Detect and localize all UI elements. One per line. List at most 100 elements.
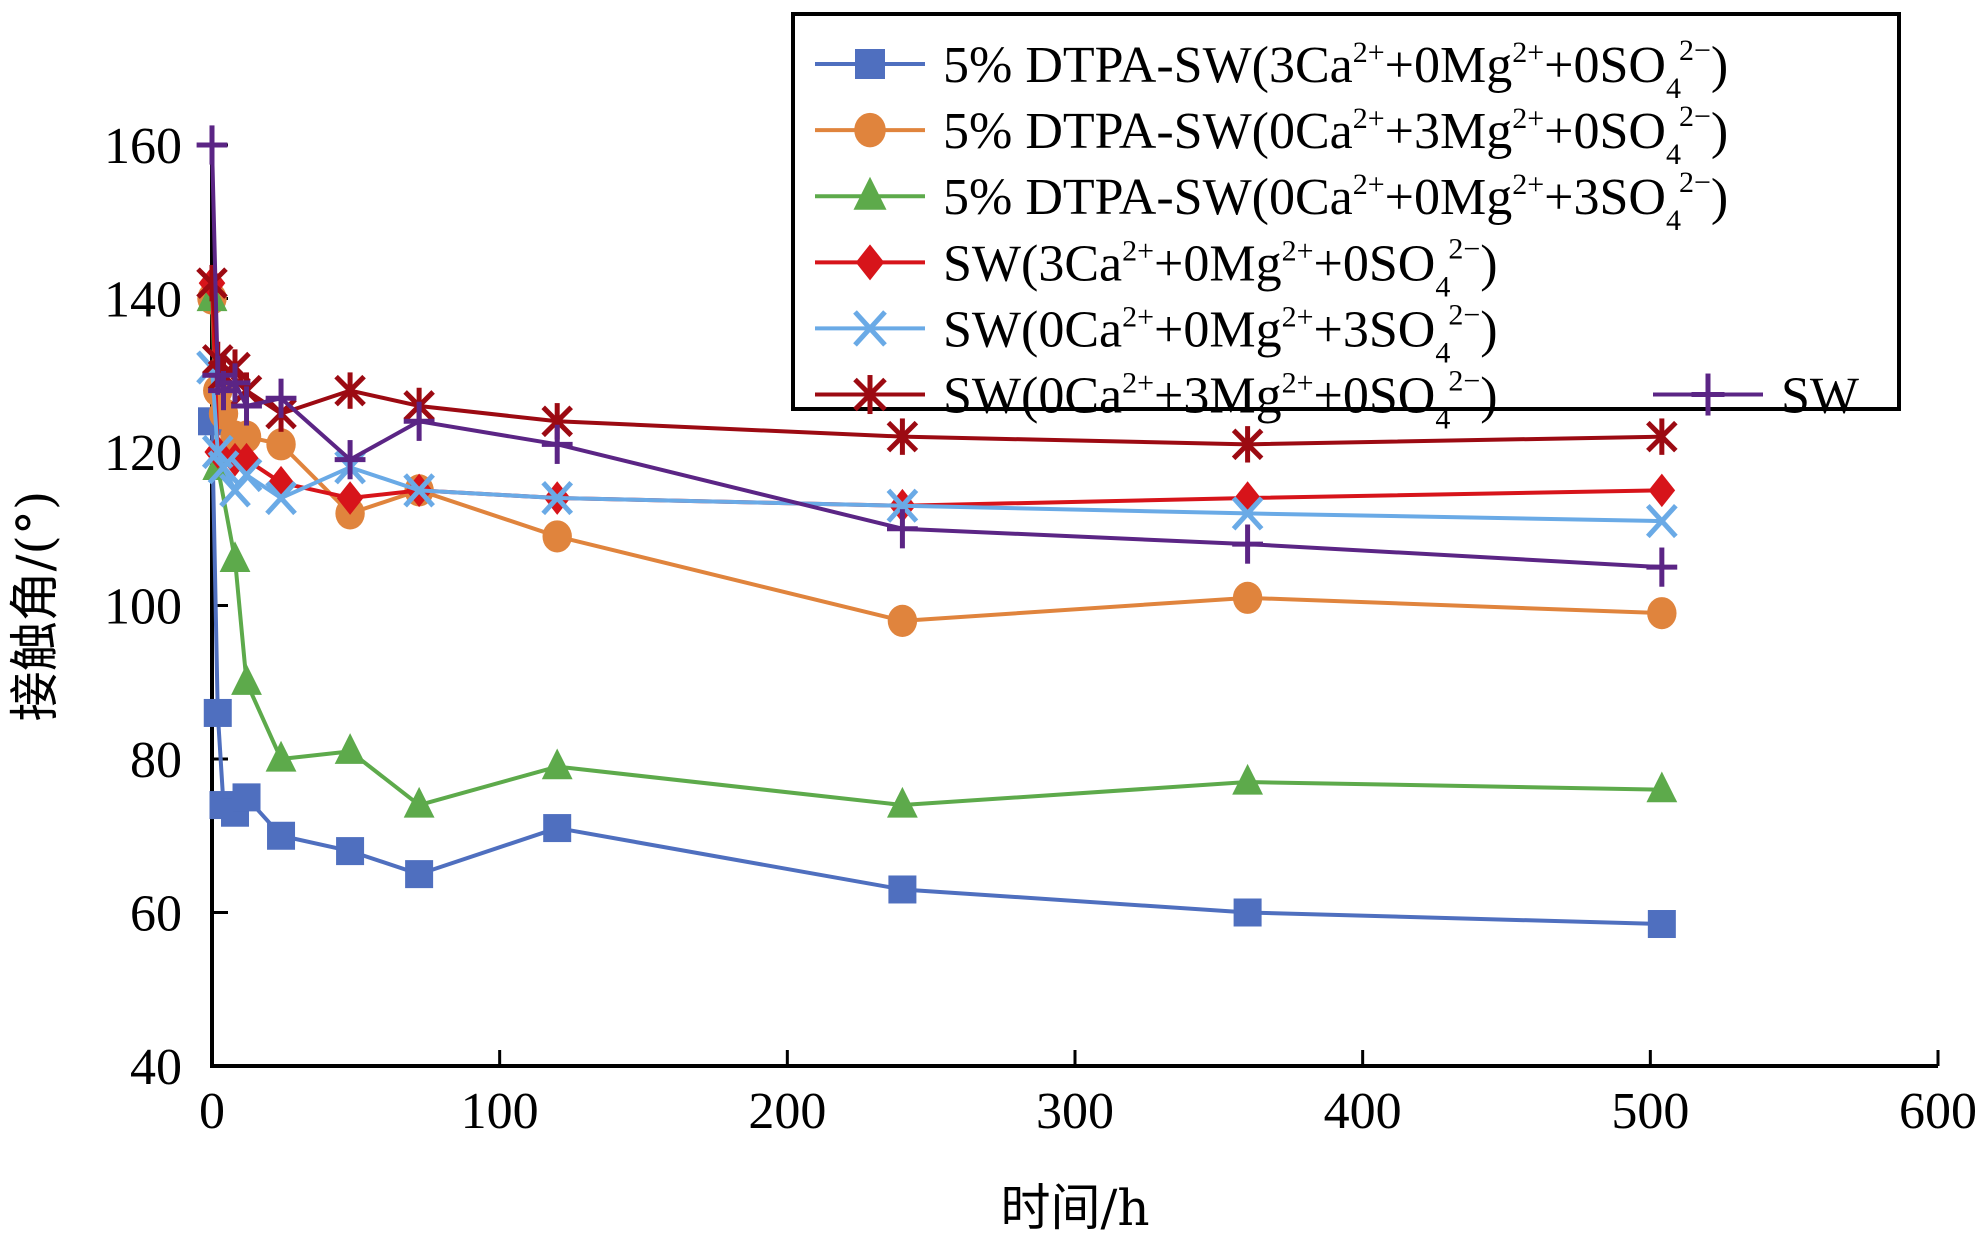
legend-superscript: 2− bbox=[1679, 166, 1711, 199]
data-point bbox=[541, 748, 573, 780]
legend-label: 5% DTPA-SW(0Ca2++3Mg2++0SO42−) bbox=[943, 100, 1728, 171]
legend-text-part: SW(3Ca bbox=[943, 235, 1122, 292]
legend-text-part: 5% DTPA-SW(0Ca bbox=[943, 169, 1353, 226]
x-tick-label: 400 bbox=[1324, 1083, 1402, 1140]
data-point bbox=[405, 860, 434, 889]
data-point bbox=[1232, 524, 1263, 564]
data-point bbox=[403, 401, 435, 441]
data-point bbox=[1231, 426, 1264, 463]
legend-marker-icon bbox=[853, 310, 887, 347]
series-line bbox=[210, 421, 1662, 927]
legend-superscript: 2− bbox=[1448, 298, 1480, 331]
legend-superscript: 2+ bbox=[1353, 168, 1385, 201]
data-point bbox=[886, 418, 919, 455]
axes: 0 100 200 300 400 500 600 40 60 80 100 120 140 160 bbox=[104, 118, 1977, 1140]
data-point bbox=[334, 440, 366, 480]
y-tick-label: 140 bbox=[104, 272, 182, 329]
legend-entry-3: 5% DTPA-SW(0Ca2++0Mg2++3SO42−) bbox=[815, 166, 1728, 237]
x-tick-label: 300 bbox=[1036, 1083, 1114, 1140]
legend-text-part: 5% DTPA-SW(3Ca bbox=[943, 37, 1353, 94]
series-3 bbox=[196, 280, 1678, 818]
legend-superscript: 2+ bbox=[1353, 102, 1385, 135]
legend-superscript: 2+ bbox=[1122, 234, 1154, 267]
legend-entry-1: 5% DTPA-SW(3Ca2++0Mg2++0SO42−) bbox=[815, 34, 1728, 105]
data-point bbox=[1233, 898, 1262, 927]
legend-entry-2: 5% DTPA-SW(0Ca2++3Mg2++0SO42−) bbox=[815, 100, 1728, 171]
legend-subscript: 4 bbox=[1666, 204, 1681, 237]
x-tick-label: 500 bbox=[1611, 1083, 1689, 1140]
data-point bbox=[334, 733, 366, 764]
legend-subscript: 4 bbox=[1435, 403, 1450, 436]
legend-entry-6: SW(0Ca2++3Mg2++0SO42−) bbox=[815, 365, 1498, 436]
data-point bbox=[232, 783, 261, 812]
y-tick-label: 120 bbox=[104, 425, 182, 482]
data-point bbox=[1232, 581, 1263, 614]
legend-superscript: 2+ bbox=[1512, 168, 1544, 201]
y-tick-label: 40 bbox=[130, 1039, 182, 1096]
data-point bbox=[1646, 418, 1678, 455]
series-7 bbox=[196, 125, 1678, 587]
legend-superscript: 2− bbox=[1679, 34, 1711, 67]
legend-text-part: +0SO bbox=[1544, 103, 1666, 160]
data-point bbox=[1231, 496, 1264, 531]
legend-marker-icon bbox=[1691, 373, 1725, 416]
legend-entry-7: SW bbox=[1653, 368, 1859, 425]
data-point bbox=[1645, 503, 1678, 539]
legend-text-part: ) bbox=[1480, 368, 1497, 425]
data-point bbox=[888, 875, 917, 904]
data-point bbox=[231, 664, 262, 695]
x-tick-label: 600 bbox=[1899, 1083, 1977, 1140]
data-point bbox=[230, 457, 263, 493]
legend-text-part: +0Mg bbox=[1154, 301, 1282, 358]
legend-label: 5% DTPA-SW(3Ca2++0Mg2++0SO42−) bbox=[943, 34, 1728, 105]
data-point bbox=[219, 541, 251, 573]
legend-superscript: 2+ bbox=[1122, 367, 1154, 400]
data-point bbox=[334, 372, 366, 409]
legend-text-part: +0SO bbox=[1314, 368, 1436, 425]
legend-entry-4: SW(3Ca2++0Mg2++0SO42−) bbox=[815, 232, 1498, 303]
legend-text-part: ) bbox=[1480, 235, 1497, 292]
legend-entry-5: SW(0Ca2++0Mg2++3SO42−) bbox=[815, 298, 1498, 369]
legend-marker-icon bbox=[854, 112, 886, 148]
legend-text-part: +3Mg bbox=[1385, 103, 1513, 160]
legend-superscript: 2− bbox=[1448, 232, 1480, 265]
x-axis-title: 时间/h bbox=[1000, 1179, 1149, 1237]
legend-superscript: 2+ bbox=[1282, 300, 1314, 333]
legend-marker-icon bbox=[855, 49, 885, 79]
legend-text-part: +3Mg bbox=[1154, 368, 1282, 425]
y-tick-label: 160 bbox=[104, 118, 182, 175]
data-point bbox=[1647, 910, 1676, 939]
legend-text-part: +0Mg bbox=[1385, 37, 1513, 94]
data-point bbox=[1648, 473, 1676, 508]
y-tick-label: 80 bbox=[130, 732, 182, 789]
legend-label: SW(3Ca2++0Mg2++0SO42−) bbox=[943, 232, 1498, 303]
data-point bbox=[541, 480, 574, 516]
data-point bbox=[1646, 771, 1678, 803]
legend-marker-icon bbox=[853, 375, 887, 415]
data-point bbox=[1647, 597, 1677, 630]
data-point bbox=[887, 509, 918, 549]
legend-label: SW(0Ca2++0Mg2++3SO42−) bbox=[943, 298, 1498, 369]
legend-label: SW bbox=[1781, 368, 1859, 425]
data-point bbox=[231, 386, 262, 426]
legend-text-part: ) bbox=[1711, 103, 1728, 160]
legend-text-part: ) bbox=[1711, 37, 1728, 94]
legend-subscript: 4 bbox=[1435, 270, 1450, 303]
legend-superscript: 2− bbox=[1679, 100, 1711, 133]
legend-superscript: 2+ bbox=[1353, 36, 1385, 69]
legend-text-part: +0Mg bbox=[1385, 169, 1513, 226]
data-point bbox=[887, 786, 918, 818]
data-point bbox=[207, 450, 240, 485]
data-point bbox=[336, 837, 365, 866]
data-point bbox=[265, 740, 297, 772]
legend-text-part: SW(0Ca bbox=[943, 368, 1122, 425]
data-point bbox=[336, 481, 364, 515]
legend-marker-icon bbox=[853, 176, 887, 210]
legend-label: SW(0Ca2++3Mg2++0SO42−) bbox=[943, 365, 1498, 436]
data-point bbox=[203, 698, 232, 727]
legend-superscript: 2− bbox=[1448, 365, 1480, 398]
data-point bbox=[233, 442, 260, 477]
legend-superscript: 2+ bbox=[1282, 367, 1314, 400]
legend-box bbox=[791, 12, 1901, 411]
